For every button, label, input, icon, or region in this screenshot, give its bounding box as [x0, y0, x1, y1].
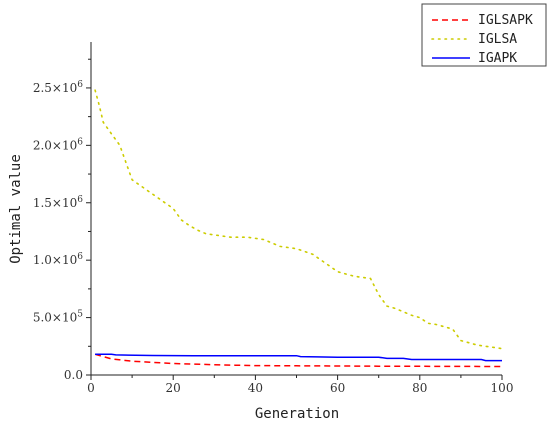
y-tick-label: 2.0×106 — [33, 137, 83, 152]
series-line-iglsapk — [94, 353, 503, 368]
legend-label-iglsa: IGLSA — [478, 32, 517, 47]
x-tick-label: 80 — [412, 381, 427, 395]
series-lines — [94, 89, 503, 368]
x-tick-label: 0 — [87, 381, 95, 395]
x-tick-label: 40 — [248, 381, 263, 395]
y-axis-title: Optimal value — [8, 154, 24, 264]
y-tick-label: 1.5×106 — [33, 195, 83, 210]
series-line-iglsa — [94, 89, 503, 350]
y-tick-label: 0.0 — [64, 368, 83, 382]
y-tick-label: 5.0×105 — [33, 310, 83, 325]
series-line-igapk — [95, 353, 502, 362]
y-tick-label: 1.0×106 — [33, 252, 83, 267]
y-tick-label: 2.5×106 — [33, 80, 83, 95]
x-tick-label: 60 — [330, 381, 345, 395]
x-tick-label: 100 — [491, 381, 514, 395]
x-axis-title: Generation — [255, 406, 339, 422]
legend-label-iglsapk: IGLSAPK — [478, 13, 533, 28]
ticks: 0 20 40 60 80 100 0.0 5.0×105 1.0×106 1.5×106 2.0×… — [33, 58, 514, 395]
legend-label-igapk: IGAPK — [478, 51, 517, 66]
x-tick-label: 20 — [166, 381, 181, 395]
legend: IGLSAPK IGLSA IGAPK — [421, 3, 547, 67]
axes — [90, 42, 502, 376]
legend-box — [421, 3, 547, 67]
